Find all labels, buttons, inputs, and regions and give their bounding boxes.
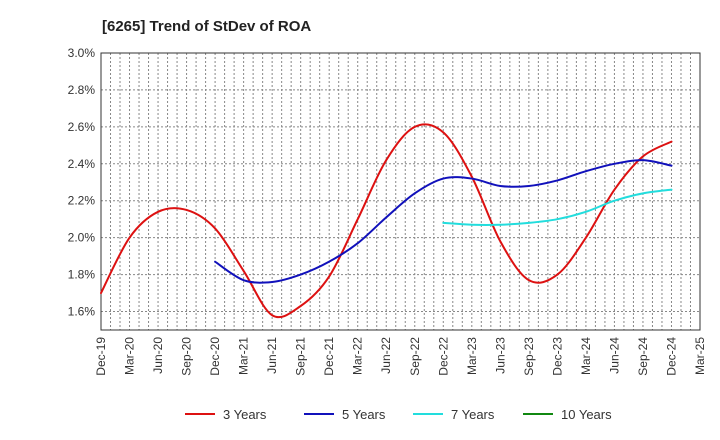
x-tick-label: Dec-23: [550, 337, 564, 376]
legend-label: 5 Years: [342, 407, 386, 422]
series-line-5-years: [214, 159, 673, 284]
x-tick-label: Sep-21: [294, 337, 308, 376]
x-tick-label: Sep-22: [408, 337, 422, 376]
y-tick-label: 3.0%: [68, 46, 96, 60]
plot-frame: [100, 52, 701, 331]
series-line-7-years: [442, 188, 673, 226]
x-tick-label: Sep-20: [180, 337, 194, 376]
legend-label: 7 Years: [451, 407, 495, 422]
x-tick-label: Jun-24: [607, 337, 621, 374]
x-tick-label: Jun-20: [151, 337, 165, 374]
x-tick-label: Dec-21: [322, 337, 336, 376]
legend-label: 3 Years: [223, 407, 267, 422]
x-axis: Dec-19 Mar-20 Jun-20 Sep-20 Dec-20 Mar-21 Jun-…: [94, 337, 707, 376]
x-tick-label: Mar-21: [237, 337, 251, 375]
x-tick-label: Dec-20: [208, 337, 222, 376]
x-tick-label: Mar-20: [123, 337, 137, 375]
series-lines: [100, 123, 673, 319]
series-line-3-years: [100, 123, 673, 319]
x-tick-label: Dec-19: [94, 337, 108, 376]
x-tick-label: Dec-22: [436, 337, 450, 376]
y-tick-label: 1.8%: [68, 268, 96, 282]
x-tick-label: Jun-21: [265, 337, 279, 374]
x-tick-label: Mar-23: [465, 337, 479, 375]
y-tick-label: 2.0%: [68, 231, 96, 245]
x-tick-label: Mar-24: [579, 337, 593, 375]
x-tick-label: Sep-23: [522, 337, 536, 376]
x-tick-label: Sep-24: [636, 337, 650, 376]
x-tick-label: Mar-22: [351, 337, 365, 375]
x-tick-label: Jun-23: [493, 337, 507, 374]
y-tick-label: 1.6%: [68, 305, 96, 319]
x-tick-label: Jun-22: [379, 337, 393, 374]
legend: 3 Years 5 Years 7 Years 10 Years: [185, 407, 612, 422]
legend-label: 10 Years: [561, 407, 612, 422]
y-tick-label: 2.4%: [68, 157, 96, 171]
chart-title: [6265] Trend of StDev of ROA: [102, 18, 311, 35]
grid: [100, 52, 701, 330]
y-tick-label: 2.6%: [68, 120, 96, 134]
y-tick-label: 2.2%: [68, 194, 96, 208]
x-tick-label: Mar-25: [693, 337, 707, 375]
y-axis: 1.6% 1.8% 2.0% 2.2% 2.4% 2.6% 2.8% 3.0%: [68, 46, 96, 319]
x-tick-label: Dec-24: [664, 337, 678, 376]
y-tick-label: 2.8%: [68, 83, 96, 97]
